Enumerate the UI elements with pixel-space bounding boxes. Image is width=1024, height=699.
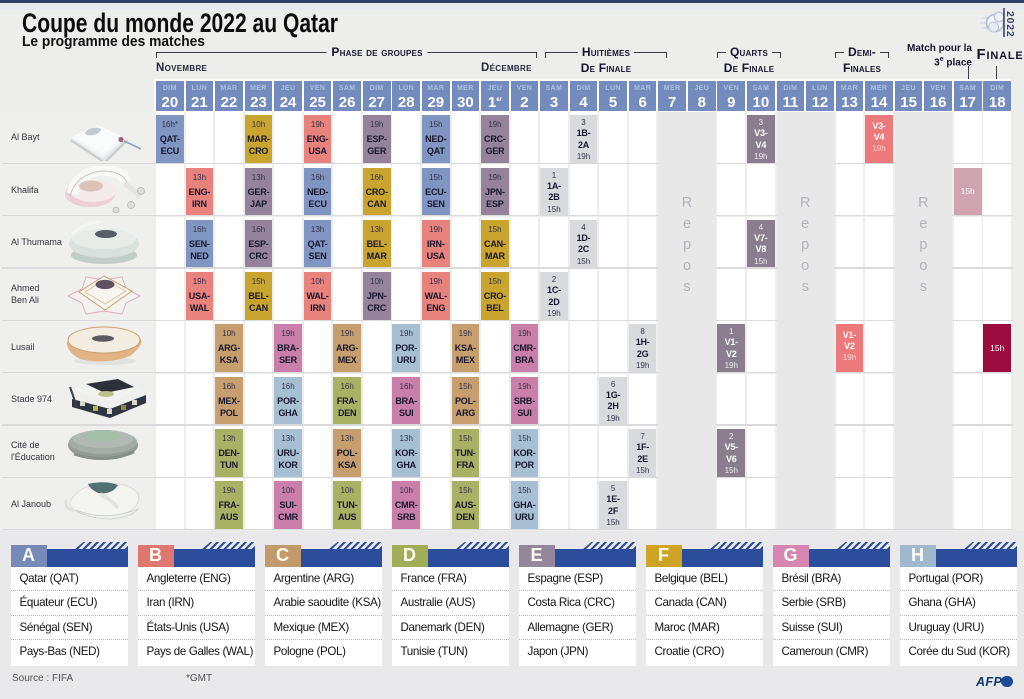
svg-text:2022: 2022: [1004, 11, 1016, 38]
